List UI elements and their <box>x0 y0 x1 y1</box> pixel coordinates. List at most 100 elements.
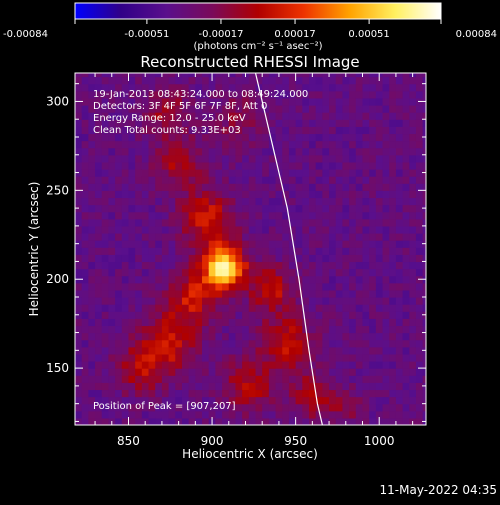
heatmap-cell <box>282 389 290 398</box>
heatmap-cell <box>275 190 283 199</box>
heatmap-cell <box>248 275 257 284</box>
heatmap-cell <box>81 382 89 391</box>
heatmap-cell <box>322 311 330 319</box>
heatmap-cell <box>355 353 364 362</box>
heatmap-cell <box>208 289 216 298</box>
heatmap-cell <box>309 169 317 177</box>
heatmap-cell <box>288 83 297 92</box>
heatmap-cell <box>228 76 237 85</box>
heatmap-cell <box>88 176 96 184</box>
heatmap-cell <box>268 311 277 319</box>
heatmap-cell <box>395 73 404 78</box>
heatmap-cell <box>222 389 230 398</box>
heatmap-cell <box>329 169 337 177</box>
heatmap-cell <box>175 403 183 412</box>
heatmap-cell <box>402 346 410 355</box>
heatmap-cell <box>75 105 83 113</box>
heatmap-cell <box>88 382 96 391</box>
heatmap-cell <box>262 304 270 312</box>
heatmap-cell <box>262 83 270 92</box>
heatmap-cell <box>81 218 89 227</box>
heatmap-cell <box>141 282 150 291</box>
heatmap-cell <box>395 375 404 383</box>
heatmap-cell <box>208 332 216 341</box>
heatmap-cell <box>128 275 136 284</box>
heatmap-cell <box>268 332 277 341</box>
heatmap-cell <box>181 76 190 85</box>
heatmap-cell <box>409 282 417 291</box>
heatmap-cell <box>208 190 216 199</box>
heatmap-cell <box>108 368 116 376</box>
heatmap-cell <box>115 332 123 341</box>
heatmap-cell <box>422 353 426 362</box>
heatmap-cell <box>235 161 243 170</box>
heatmap-cell <box>329 254 337 263</box>
heatmap-cell <box>342 304 350 312</box>
heatmap-cell <box>329 318 337 327</box>
heatmap-cell <box>161 282 170 291</box>
heatmap-cell <box>322 304 330 312</box>
heatmap-cell <box>389 76 397 85</box>
heatmap-cell <box>202 261 210 270</box>
colorbar-tick-label: 0.00051 <box>348 29 389 40</box>
heatmap-cell <box>248 197 257 206</box>
heatmap-cell <box>295 154 303 163</box>
heatmap-cell <box>362 190 370 199</box>
heatmap-cell <box>275 318 283 327</box>
heatmap-cell <box>422 368 426 376</box>
heatmap-cell <box>168 119 176 127</box>
heatmap-cell <box>181 211 190 220</box>
heatmap-cell <box>295 126 303 135</box>
heatmap-cell <box>101 247 110 255</box>
heatmap-cell <box>215 183 223 191</box>
heatmap-cell <box>95 339 103 348</box>
heatmap-cell <box>335 233 344 241</box>
heatmap-cell <box>315 311 323 319</box>
heatmap-cell <box>255 211 263 220</box>
heatmap-cell <box>215 204 223 213</box>
heatmap-cell <box>115 133 123 142</box>
heatmap-cell <box>248 90 257 99</box>
heatmap-cell <box>268 233 277 241</box>
heatmap-cell <box>329 140 337 149</box>
heatmap-cell <box>88 169 96 177</box>
heatmap-cell <box>181 275 190 284</box>
heatmap-cell <box>295 247 303 255</box>
heatmap-cell <box>422 304 426 312</box>
heatmap-cell <box>295 233 303 241</box>
heatmap-cell <box>329 147 337 156</box>
heatmap-cell <box>95 183 103 191</box>
heatmap-cell <box>415 410 424 419</box>
heatmap-cell <box>88 97 96 106</box>
heatmap-cell <box>315 410 323 419</box>
heatmap-cell <box>402 73 410 78</box>
heatmap-cell <box>141 311 150 319</box>
heatmap-cell <box>395 261 404 270</box>
heatmap-cell <box>422 289 426 298</box>
heatmap-cell <box>108 304 116 312</box>
heatmap-cell <box>128 119 136 127</box>
heatmap-cell <box>362 161 370 170</box>
heatmap-cell <box>402 211 410 220</box>
heatmap-cell <box>175 304 183 312</box>
heatmap-cell <box>215 275 223 284</box>
heatmap-cell <box>302 417 310 425</box>
heatmap-cell <box>375 332 384 341</box>
heatmap-cell <box>422 396 426 405</box>
heatmap-cell <box>148 90 156 99</box>
heatmap-cell <box>108 218 116 227</box>
heatmap-cell <box>335 410 344 419</box>
heatmap-cell <box>101 332 110 341</box>
heatmap-cell <box>141 289 150 298</box>
heatmap-cell <box>222 154 230 163</box>
heatmap-cell <box>342 275 350 284</box>
heatmap-cell <box>369 289 377 298</box>
heatmap-cell <box>382 346 390 355</box>
heatmap-cell <box>395 225 404 234</box>
heatmap-cell <box>115 112 123 120</box>
heatmap-cell <box>342 211 350 220</box>
heatmap-cell <box>155 396 163 405</box>
heatmap-cell <box>128 382 136 391</box>
heatmap-cell <box>181 90 190 99</box>
heatmap-cell <box>181 161 190 170</box>
